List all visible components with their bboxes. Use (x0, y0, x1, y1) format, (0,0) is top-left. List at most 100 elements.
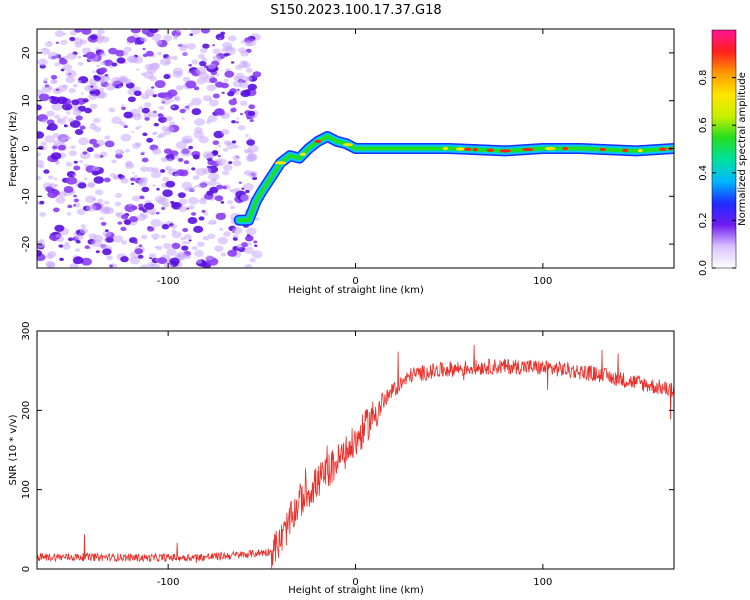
y-tick-label: 300 (21, 321, 32, 340)
spectrogram-noise-blob (247, 83, 257, 91)
spectrogram-noise-blob (100, 221, 107, 226)
spectrogram-noise-blob (73, 198, 79, 203)
spectrogram-noise-blob (68, 150, 78, 157)
spectrogram-noise-blob (157, 113, 163, 117)
spectrogram-noise-blob (102, 248, 112, 256)
spectrogram-noise-blob (178, 206, 188, 213)
spectrogram-noise-blob (235, 121, 239, 124)
spectrogram-trace-peak (544, 146, 556, 151)
spectrogram-noise-blob (212, 140, 220, 146)
spectrogram-noise-blob (74, 29, 82, 33)
spectrogram-trace-peak (464, 147, 472, 151)
spectrogram-noise-blob (63, 185, 74, 194)
spectrogram-noise-blob (77, 105, 87, 112)
y-tick-label: -20 (21, 236, 32, 252)
spectrogram-noise-blob (37, 152, 41, 158)
spectrogram-noise-blob (120, 177, 129, 184)
spectrogram-trace-peak (599, 147, 607, 152)
spectrogram-noise-blob (213, 221, 217, 225)
spectrogram-noise-blob (230, 107, 237, 113)
spectrogram-noise-blob (39, 164, 45, 169)
spectrogram-noise-blob (109, 264, 113, 268)
spectrogram-noise-blob (175, 141, 188, 150)
spectrogram-noise-blob (163, 74, 171, 80)
spectrogram-noise-blob (191, 108, 202, 116)
spectrogram-noise-blob (86, 147, 94, 153)
spectrogram-noise-blob (242, 183, 254, 191)
spectrogram-noise-blob (151, 233, 160, 240)
spectrogram-noise-blob (160, 97, 172, 105)
colorbar-gradient (711, 29, 737, 269)
spectrogram-noise-blob (121, 106, 126, 110)
spectrogram-noise-blob (50, 75, 58, 80)
spectrogram-noise-blob (65, 176, 78, 185)
spectrogram-noise-blob (150, 211, 156, 216)
spectrogram-noise-blob (212, 93, 220, 99)
x-tick-label: 0 (352, 276, 358, 287)
spectrogram-noise-blob (216, 184, 224, 190)
spectrogram-noise-blob (154, 246, 158, 249)
spectrogram-noise-blob (205, 255, 214, 261)
spectrogram-noise-blob (248, 171, 258, 178)
spectrogram-noise-blob (97, 204, 101, 208)
spectrogram-noise-blob (117, 221, 123, 225)
spectrogram-noise-blob (249, 119, 254, 123)
spectrogram-noise-blob (187, 71, 191, 74)
spectrogram-noise-blob (204, 212, 209, 216)
spectrogram-noise-blob (181, 181, 193, 190)
spectrogram-noise-blob (223, 78, 229, 82)
spectrogram-noise-blob (198, 53, 206, 59)
spectrogram-noise-blob (144, 89, 155, 97)
spectrogram-noise-blob (73, 165, 81, 171)
spectrogram-noise-blob (158, 116, 167, 123)
spectrogram-noise-blob (97, 198, 104, 204)
spectrogram-noise-blob (232, 154, 241, 161)
spectrogram-noise-blob (135, 68, 140, 71)
spectrogram-noise-blob (81, 257, 92, 266)
spectrogram-noise-blob (182, 51, 188, 56)
spectrogram-noise-blob (72, 173, 77, 177)
spectrogram-noise-blob (89, 138, 98, 145)
spectrogram-noise-blob (65, 76, 76, 84)
spectrogram-noise-blob (84, 245, 90, 249)
spectrogram-noise-blob (103, 177, 111, 183)
spectrogram-noise-blob (141, 72, 146, 76)
spectrogram-noise-blob (142, 47, 146, 51)
spectrogram-noise-blob (143, 71, 154, 79)
spectrogram-noise-blob (120, 226, 127, 232)
spectrogram-noise-blob (55, 88, 60, 92)
spectrogram-noise-blob (167, 89, 178, 97)
spectrogram-noise-blob (232, 80, 243, 88)
spectrogram-noise-blob (191, 167, 196, 171)
spectrogram-noise-blob (218, 158, 227, 165)
x-tick-label: -100 (157, 276, 180, 287)
spectrogram-noise-blob (47, 190, 58, 199)
spectrogram-noise-blob (227, 35, 237, 42)
spectrogram-noise-blob (173, 36, 178, 40)
spectrogram-noise-blob (126, 36, 137, 43)
spectrogram-noise-blob (96, 64, 100, 68)
spectrogram-noise-blob (141, 107, 150, 114)
spectrogram-noise-blob (47, 175, 54, 180)
spectrogram-noise-blob (237, 124, 246, 131)
spectrogram-noise-blob (163, 34, 173, 42)
spectrogram-noise-blob (119, 121, 126, 126)
spectrogram-noise-blob (191, 212, 197, 216)
spectrogram-noise-blob (192, 175, 200, 181)
spectrogram-noise-blob (77, 61, 84, 66)
spectrogram-noise-blob (165, 115, 174, 122)
spectrogram-noise-blob (172, 70, 183, 78)
spectrogram-noise-blob (185, 168, 189, 171)
spectrogram-noise-blob (69, 263, 79, 268)
spectrogram-noise-blob (73, 204, 77, 207)
spectrogram-noise-blob (85, 51, 96, 60)
spectrogram-noise-blob (202, 43, 210, 49)
spectrogram-noise-blob (121, 104, 125, 107)
spectrogram-noise-blob (59, 58, 68, 65)
spectrogram-noise-blob (176, 29, 181, 33)
spectrogram-noise-blob (133, 241, 138, 245)
spectrogram-noise-blob (248, 104, 256, 110)
spectrogram-noise-blob (142, 132, 148, 137)
spectrogram-noise-blob (152, 184, 156, 187)
spectrogram-noise-blob (114, 201, 122, 207)
